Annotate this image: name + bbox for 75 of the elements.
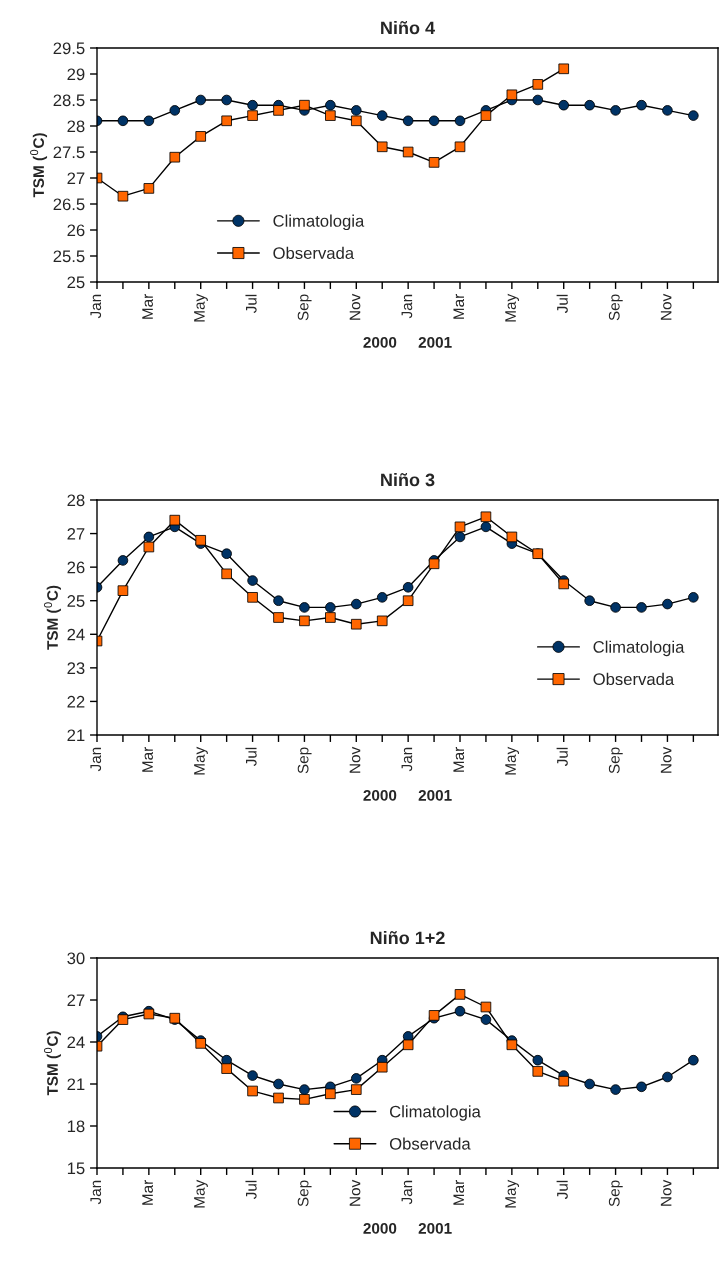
y-tick-label: 27 [67,172,85,185]
y-axis-title: TSM ($^{0}$C) [43,1031,61,1096]
x-tick-label: Mar [142,747,153,772]
x-tick-label: Jan [401,747,413,772]
x-axis-title: 2000 2001 [363,336,452,348]
y-tick-label: 29.5 [53,42,85,55]
x-tick-label: Sep [297,1180,312,1207]
x-tick-label: Sep [297,294,312,321]
y-tick-label: 28.5 [53,94,85,107]
y-tick-label: 26 [67,224,85,237]
y-tick-label: 27 [67,994,85,1007]
x-axis-title: 2000 2001 [363,1222,452,1234]
legend-label: Observada [593,672,675,686]
x-tick-label: Jul [245,747,257,767]
x-tick-label: Jul [245,294,257,314]
x-tick-label: Mar [453,1180,465,1205]
x-tick-label: Mar [142,1180,153,1205]
x-tick-label: May [505,293,519,322]
legend-label: Climatologia [273,214,365,231]
x-tick-label: Nov [660,293,672,320]
x-tick-label: Jul [556,294,568,314]
y-tick-label: 26 [67,561,85,574]
x-axis-title: 2000 2001 [363,789,452,801]
x-tick-label: May [194,1179,208,1208]
legend-label: Observada [389,1137,471,1150]
y-tick-label: 24 [67,628,85,641]
y-axis-title: TSM ($^{0}$C) [43,585,61,650]
x-tick-label: Nov [660,1179,672,1206]
x-tick-label: Sep [608,1180,623,1207]
x-tick-label: Sep [608,747,623,774]
y-tick-label: 28 [67,120,85,133]
y-tick-label: 29 [67,68,85,81]
y-tick-label: 25.5 [53,250,85,263]
y-tick-label: 27.5 [53,146,85,159]
x-tick-label: Jan [401,1180,413,1205]
y-tick-label: 24 [67,1036,85,1049]
x-tick-label: Sep [608,294,623,321]
x-tick-label: May [505,1179,519,1208]
x-tick-label: Jan [90,747,102,772]
x-tick-label: Jan [90,294,102,319]
chart-title: Niño 3 [381,473,435,487]
y-tick-label: 25 [67,276,85,289]
y-tick-label: 18 [67,1120,85,1133]
x-tick-label: Jul [556,1180,568,1200]
y-tick-label: 21 [67,729,85,742]
y-tick-label: 21 [67,1078,85,1091]
y-tick-label: 30 [67,952,85,965]
x-tick-label: Mar [453,747,465,772]
x-tick-label: Jul [556,747,568,767]
x-tick-label: May [194,746,208,775]
y-axis-title: TSM ($^{0}$C) [30,133,48,198]
x-tick-label: May [194,293,208,322]
x-tick-label: Jul [245,1180,257,1200]
chart-title: Niño 4 [381,21,435,35]
legend-label: Climatologia [593,640,685,657]
x-tick-label: Nov [660,746,672,773]
y-tick-label: 22 [67,695,85,708]
y-tick-label: 15 [67,1162,85,1175]
x-tick-label: Nov [349,293,361,320]
y-tick-label: 28 [67,494,85,507]
x-tick-label: May [505,746,519,775]
x-tick-label: Mar [142,294,153,319]
x-tick-label: Nov [349,746,361,773]
x-tick-label: Jan [401,294,413,319]
y-tick-label: 25 [67,595,85,607]
legend-label: Climatologia [389,1105,481,1121]
x-tick-label: Mar [453,294,465,319]
legend-label: Observada [273,246,355,260]
x-tick-label: Nov [349,1179,361,1206]
x-tick-label: Jan [90,1180,102,1205]
y-tick-label: 26.5 [53,198,85,211]
y-tick-label: 27 [67,527,85,540]
x-tick-label: Sep [297,747,312,774]
chart-title: Niño 1+2 [370,931,445,945]
y-tick-label: 23 [67,662,85,675]
